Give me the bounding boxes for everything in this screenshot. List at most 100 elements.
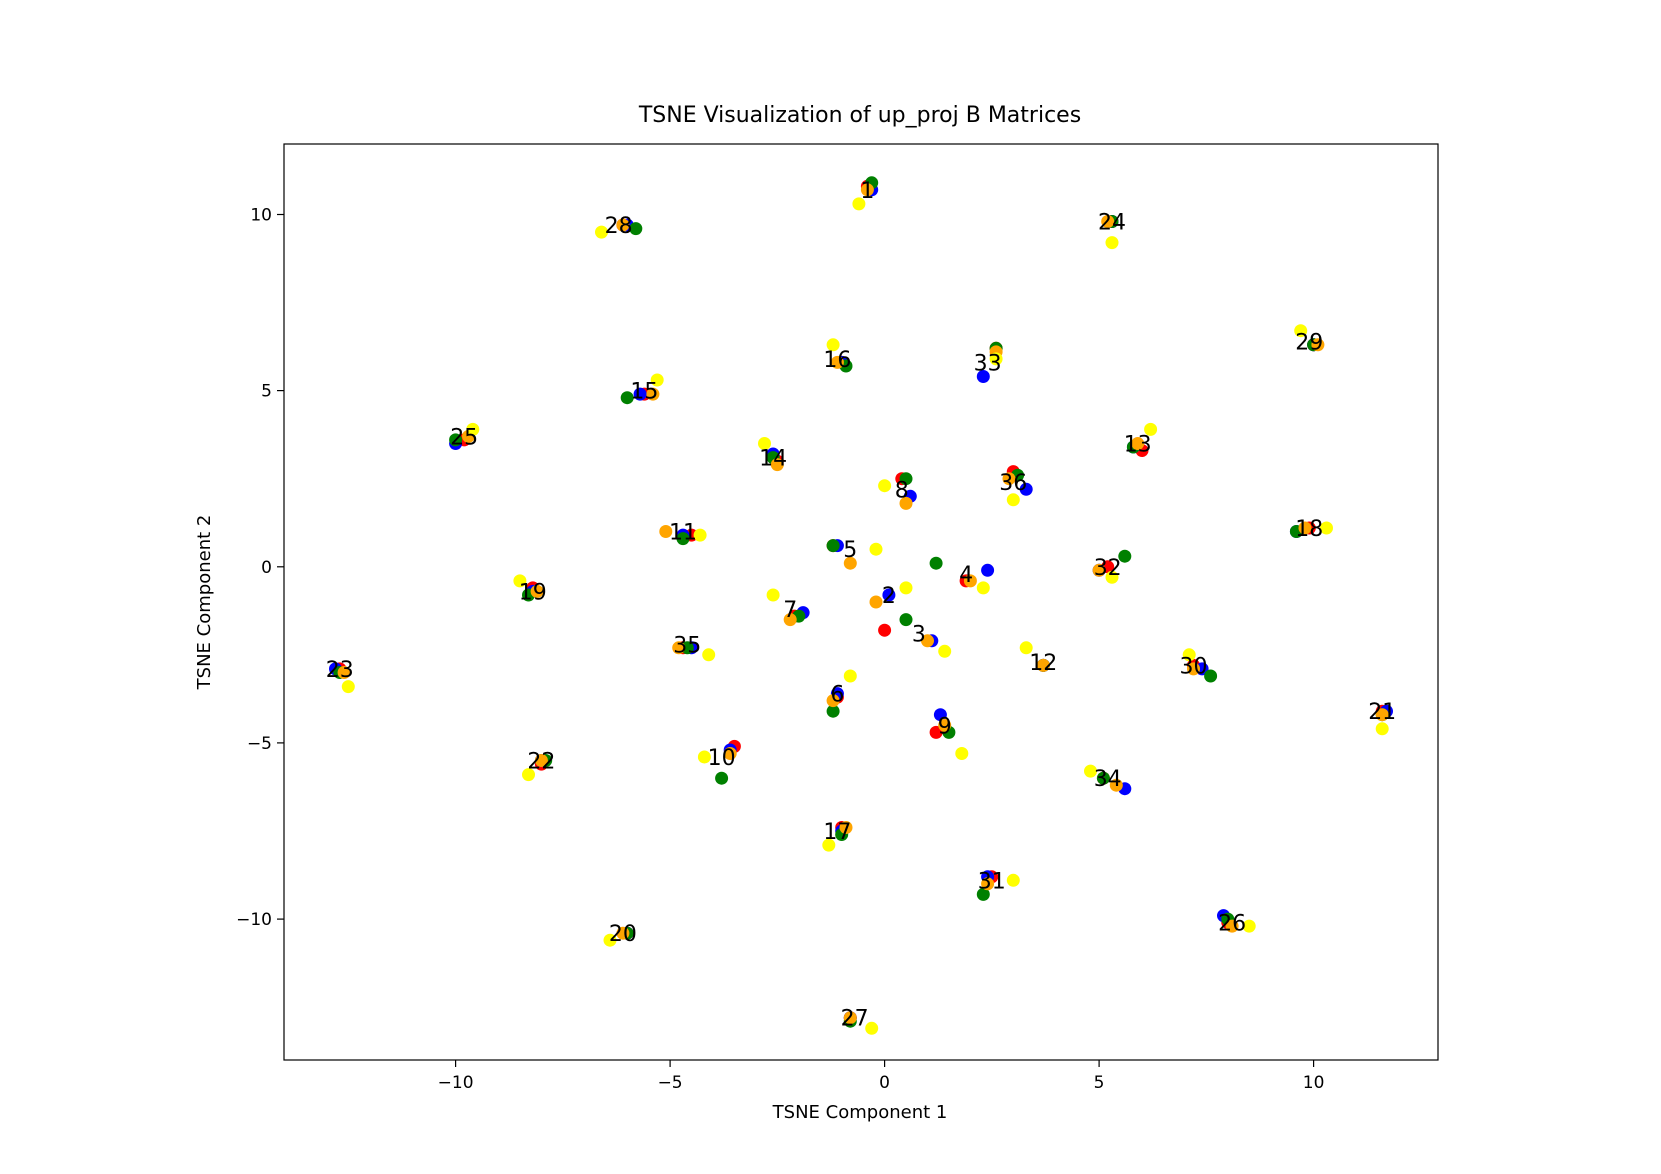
point-label: 8 bbox=[895, 478, 909, 503]
scatter-point bbox=[989, 352, 1003, 366]
scatter-point bbox=[530, 584, 544, 598]
x-tick-label: −10 bbox=[438, 1073, 474, 1093]
scatter-point bbox=[1375, 708, 1389, 722]
point-label: 18 bbox=[1295, 517, 1323, 542]
point-label: 3 bbox=[912, 623, 926, 648]
scatter-point bbox=[522, 768, 535, 782]
point-label: 34 bbox=[1094, 767, 1122, 792]
point-label: 15 bbox=[630, 380, 658, 405]
point-label: 29 bbox=[1295, 330, 1323, 355]
scatter-point bbox=[822, 838, 836, 852]
scatter-point bbox=[852, 197, 866, 211]
scatter-point bbox=[1109, 778, 1123, 792]
y-axis-label: TSNE Component 2 bbox=[194, 515, 215, 691]
point-label: 25 bbox=[450, 425, 478, 450]
scatter-point bbox=[723, 747, 737, 760]
scatter-point bbox=[1006, 493, 1020, 507]
scatter-point bbox=[869, 542, 883, 556]
scatter-point bbox=[1242, 919, 1256, 933]
point-label: 13 bbox=[1124, 433, 1152, 458]
scatter-point bbox=[758, 437, 771, 450]
scatter-point bbox=[629, 222, 643, 236]
point-label: 30 bbox=[1180, 654, 1208, 679]
point-label: 21 bbox=[1368, 700, 1396, 725]
scatter-point bbox=[981, 563, 995, 577]
point-label: 35 bbox=[673, 633, 701, 658]
scatter-point bbox=[938, 718, 952, 732]
scatter-point bbox=[830, 355, 844, 369]
scatter-point bbox=[1105, 570, 1119, 584]
point-label: 20 bbox=[609, 922, 637, 947]
scatter-point bbox=[899, 581, 913, 595]
point-label: 19 bbox=[519, 580, 547, 605]
scatter-point bbox=[899, 496, 913, 510]
point-label: 33 bbox=[974, 351, 1002, 376]
scatter-point bbox=[1002, 472, 1016, 486]
scatter-point bbox=[341, 680, 355, 694]
scatter-point bbox=[676, 532, 690, 546]
y-tick-label: 0 bbox=[261, 558, 272, 578]
chart-title: TSNE Visualization of up_proj B Matrices bbox=[638, 103, 1081, 128]
scatter-point bbox=[1298, 521, 1312, 535]
point-label: 10 bbox=[708, 746, 736, 771]
scatter-point bbox=[783, 613, 797, 627]
scatter-point bbox=[1105, 236, 1119, 250]
scatter-point bbox=[620, 391, 634, 405]
point-label: 31 bbox=[978, 869, 1006, 894]
x-tick-label: −5 bbox=[658, 1073, 683, 1093]
scatter-point bbox=[595, 225, 608, 239]
scatter-point bbox=[633, 387, 647, 401]
point-labels-layer: 1234567891011121314151617181920212223242… bbox=[326, 179, 1396, 1032]
scatter-point bbox=[1036, 658, 1050, 672]
scatter-point bbox=[1182, 648, 1196, 662]
scatter-point bbox=[921, 634, 934, 648]
scatter-point bbox=[702, 648, 716, 662]
scatter-point bbox=[1019, 641, 1033, 655]
scatter-point bbox=[933, 708, 947, 722]
scatter-point bbox=[1187, 662, 1200, 676]
scatter-point bbox=[929, 556, 943, 570]
y-tick-label: 5 bbox=[261, 382, 272, 402]
point-label: 11 bbox=[669, 521, 697, 546]
scatter-point bbox=[449, 433, 463, 447]
scatter-point bbox=[1311, 338, 1325, 352]
scatter-point bbox=[826, 704, 840, 718]
point-label: 9 bbox=[938, 714, 952, 739]
point-label: 36 bbox=[999, 471, 1027, 496]
scatter-point bbox=[869, 595, 883, 609]
point-label: 23 bbox=[326, 658, 354, 683]
scatter-point bbox=[1144, 422, 1158, 436]
point-label: 14 bbox=[759, 447, 787, 472]
point-label: 28 bbox=[605, 214, 633, 239]
point-label: 17 bbox=[823, 820, 851, 845]
scatter-point bbox=[1096, 771, 1110, 785]
points-layer bbox=[329, 176, 1393, 1035]
scatter-point bbox=[603, 933, 617, 947]
scatter-point bbox=[1092, 563, 1106, 577]
y-axis-ticks: −10 −5 0 5 10 bbox=[236, 206, 284, 930]
scatter-point bbox=[766, 588, 780, 602]
scatter-point bbox=[693, 528, 707, 542]
scatter-point bbox=[337, 666, 351, 679]
scatter-point bbox=[697, 750, 711, 764]
x-tick-label: 10 bbox=[1303, 1073, 1325, 1093]
scatter-point bbox=[715, 771, 729, 785]
scatter-point bbox=[1131, 437, 1145, 450]
y-tick-label: −10 bbox=[236, 910, 272, 930]
scatter-point bbox=[976, 581, 990, 595]
scatter-point bbox=[899, 613, 913, 627]
scatter-point bbox=[976, 370, 990, 383]
scatter-point bbox=[843, 1011, 857, 1025]
scatter-point bbox=[650, 373, 664, 387]
scatter-point bbox=[860, 183, 874, 197]
scatter-point bbox=[1294, 324, 1308, 338]
scatter-point bbox=[963, 574, 977, 588]
y-tick-label: 10 bbox=[250, 206, 272, 226]
scatter-point bbox=[1084, 764, 1097, 778]
scatter-point bbox=[929, 725, 943, 739]
scatter-point bbox=[882, 588, 896, 602]
point-label: 2 bbox=[882, 584, 896, 609]
scatter-point bbox=[1320, 521, 1333, 535]
scatter-point bbox=[899, 472, 913, 486]
